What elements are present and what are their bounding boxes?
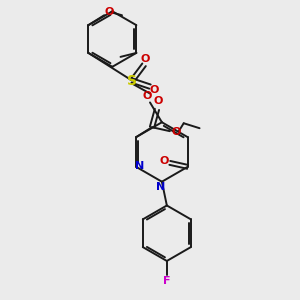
Text: S: S	[127, 74, 137, 88]
Text: O: O	[153, 97, 163, 106]
Text: O: O	[149, 85, 159, 94]
Text: O: O	[142, 91, 152, 100]
Text: F: F	[163, 276, 171, 286]
Text: O: O	[140, 54, 150, 64]
Text: O: O	[171, 127, 181, 137]
Text: O: O	[104, 7, 114, 17]
Text: N: N	[136, 161, 145, 171]
Text: O: O	[159, 156, 169, 166]
Text: N: N	[156, 182, 166, 192]
